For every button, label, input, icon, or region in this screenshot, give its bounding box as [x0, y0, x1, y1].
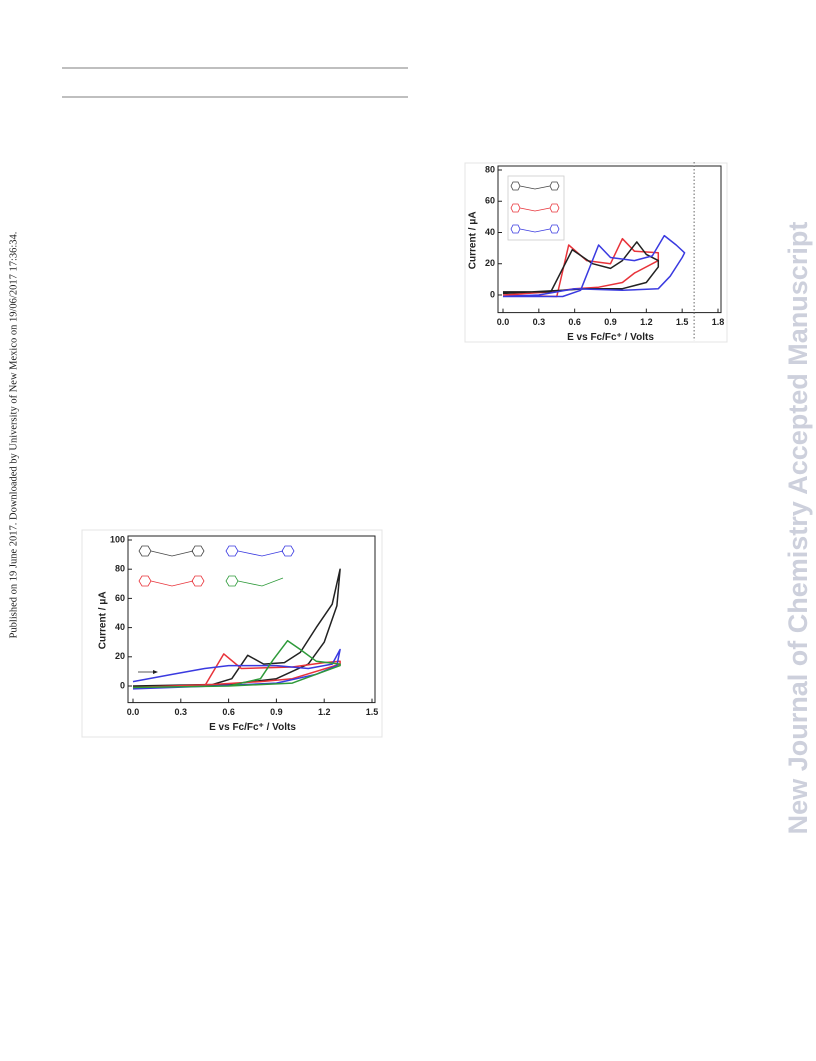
legend-structures — [507, 175, 565, 241]
y-tick-label: 80 — [115, 564, 125, 574]
x-tick-label: 0.3 — [533, 317, 546, 327]
x-tick-label: 1.2 — [318, 707, 331, 717]
cv-curve — [502, 237, 660, 298]
cv-curve — [132, 653, 341, 689]
x-tick-label: 1.8 — [712, 317, 725, 327]
x-tick-label: 1.5 — [676, 317, 689, 327]
watermark: New Journal of Chemistry Accepted Manusc… — [783, 222, 813, 835]
x-axis-label: E vs Fc/Fc⁺ / Volts — [209, 722, 296, 733]
y-tick-label: 20 — [485, 258, 495, 268]
y-tick-label: 0 — [120, 680, 125, 690]
y-axis-label: Current / μA — [98, 591, 109, 649]
legend-structures — [138, 545, 295, 587]
y-tick-label: 80 — [485, 164, 495, 174]
x-tick-label: 0.9 — [270, 707, 283, 717]
x-tick-label: 0.0 — [127, 707, 140, 717]
plot-frame — [127, 535, 376, 704]
plot-frame — [497, 165, 722, 314]
y-tick-label: 40 — [115, 622, 125, 632]
scan-arrow — [138, 670, 158, 674]
side-note: Published on 19 June 2017. Downloaded by… — [8, 232, 19, 639]
x-tick-label: 1.5 — [366, 707, 379, 717]
x-tick-label: 0.6 — [222, 707, 235, 717]
chart-background — [81, 529, 383, 738]
chart: 0 20 40 60 80 100 0.0 0.3 0.6 0.9 1.2 1.5 Current / … — [81, 529, 383, 738]
x-tick-label: 0.0 — [497, 317, 510, 327]
y-tick-label: 60 — [485, 196, 495, 206]
x-tick-label: 0.9 — [604, 317, 617, 327]
x-tick-label: 1.2 — [640, 317, 653, 327]
y-tick-label: 100 — [110, 534, 125, 544]
y-tick-label: 60 — [115, 593, 125, 603]
cv-curve — [502, 234, 686, 298]
y-tick-label: 0 — [490, 289, 495, 299]
y-tick-label: 20 — [115, 651, 125, 661]
x-tick-label: 0.6 — [568, 317, 581, 327]
cv-curve — [502, 241, 660, 295]
x-tick-label: 0.3 — [175, 707, 188, 717]
cv-curve — [132, 639, 341, 689]
y-tick-label: 40 — [485, 227, 495, 237]
x-axis-label: E vs Fc/Fc⁺ / Volts — [567, 332, 654, 343]
chart: 0 20 40 60 80 0.0 0.3 0.6 0.9 1.2 1.5 1.8 Current / … — [464, 162, 728, 343]
y-axis-label: Current / μA — [468, 211, 479, 269]
